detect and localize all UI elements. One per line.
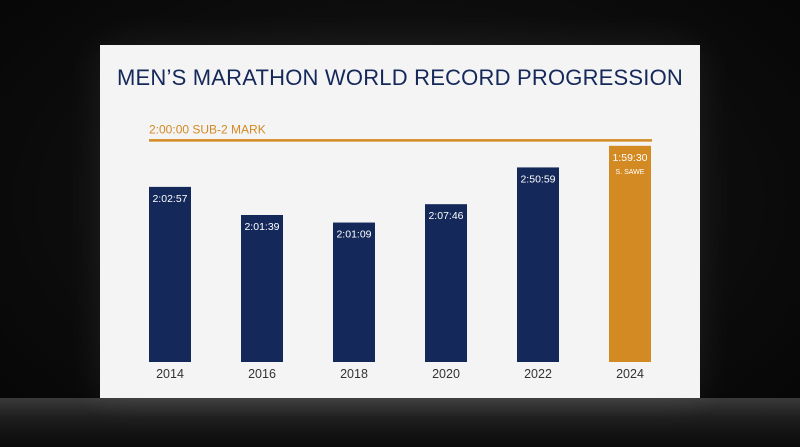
presentation-screen: MEN’S MARATHON WORLD RECORD PROGRESSION … (100, 45, 700, 398)
x-tick-label-2014: 2014 (156, 367, 184, 381)
chart-title: MEN’S MARATHON WORLD RECORD PROGRESSION (117, 65, 683, 90)
bar-2024 (609, 145, 651, 362)
data-label-2014: 2:02:57 (152, 193, 187, 205)
bar-chart: 2:00:00 SUB-2 MARK 2:02:57 2014 2:01:39 2016… (149, 122, 652, 381)
data-label-2018: 2:01:09 (336, 229, 371, 241)
floor-reflection (0, 398, 800, 447)
x-tick-label-2022: 2022 (524, 367, 552, 381)
data-label-2016: 2:01:39 (244, 221, 279, 233)
reference-line-label: 2:00:00 SUB-2 MARK (149, 122, 266, 136)
sub-label-2024: S. SAWE (616, 169, 645, 176)
x-tick-label-2016: 2016 (248, 367, 276, 381)
x-tick-label-2020: 2020 (432, 367, 460, 381)
bar-2014 (149, 186, 191, 362)
x-tick-label-2024: 2024 (616, 367, 644, 381)
data-label-2024: 1:59:30 (612, 152, 647, 164)
bar-2022 (517, 167, 559, 362)
bar-2016 (241, 214, 283, 362)
bar-2020 (425, 204, 467, 362)
bar-2018 (333, 222, 375, 362)
data-label-2022: 2:50:59 (520, 173, 555, 185)
x-tick-label-2018: 2018 (340, 367, 368, 381)
data-label-2020: 2:07:46 (428, 210, 463, 222)
